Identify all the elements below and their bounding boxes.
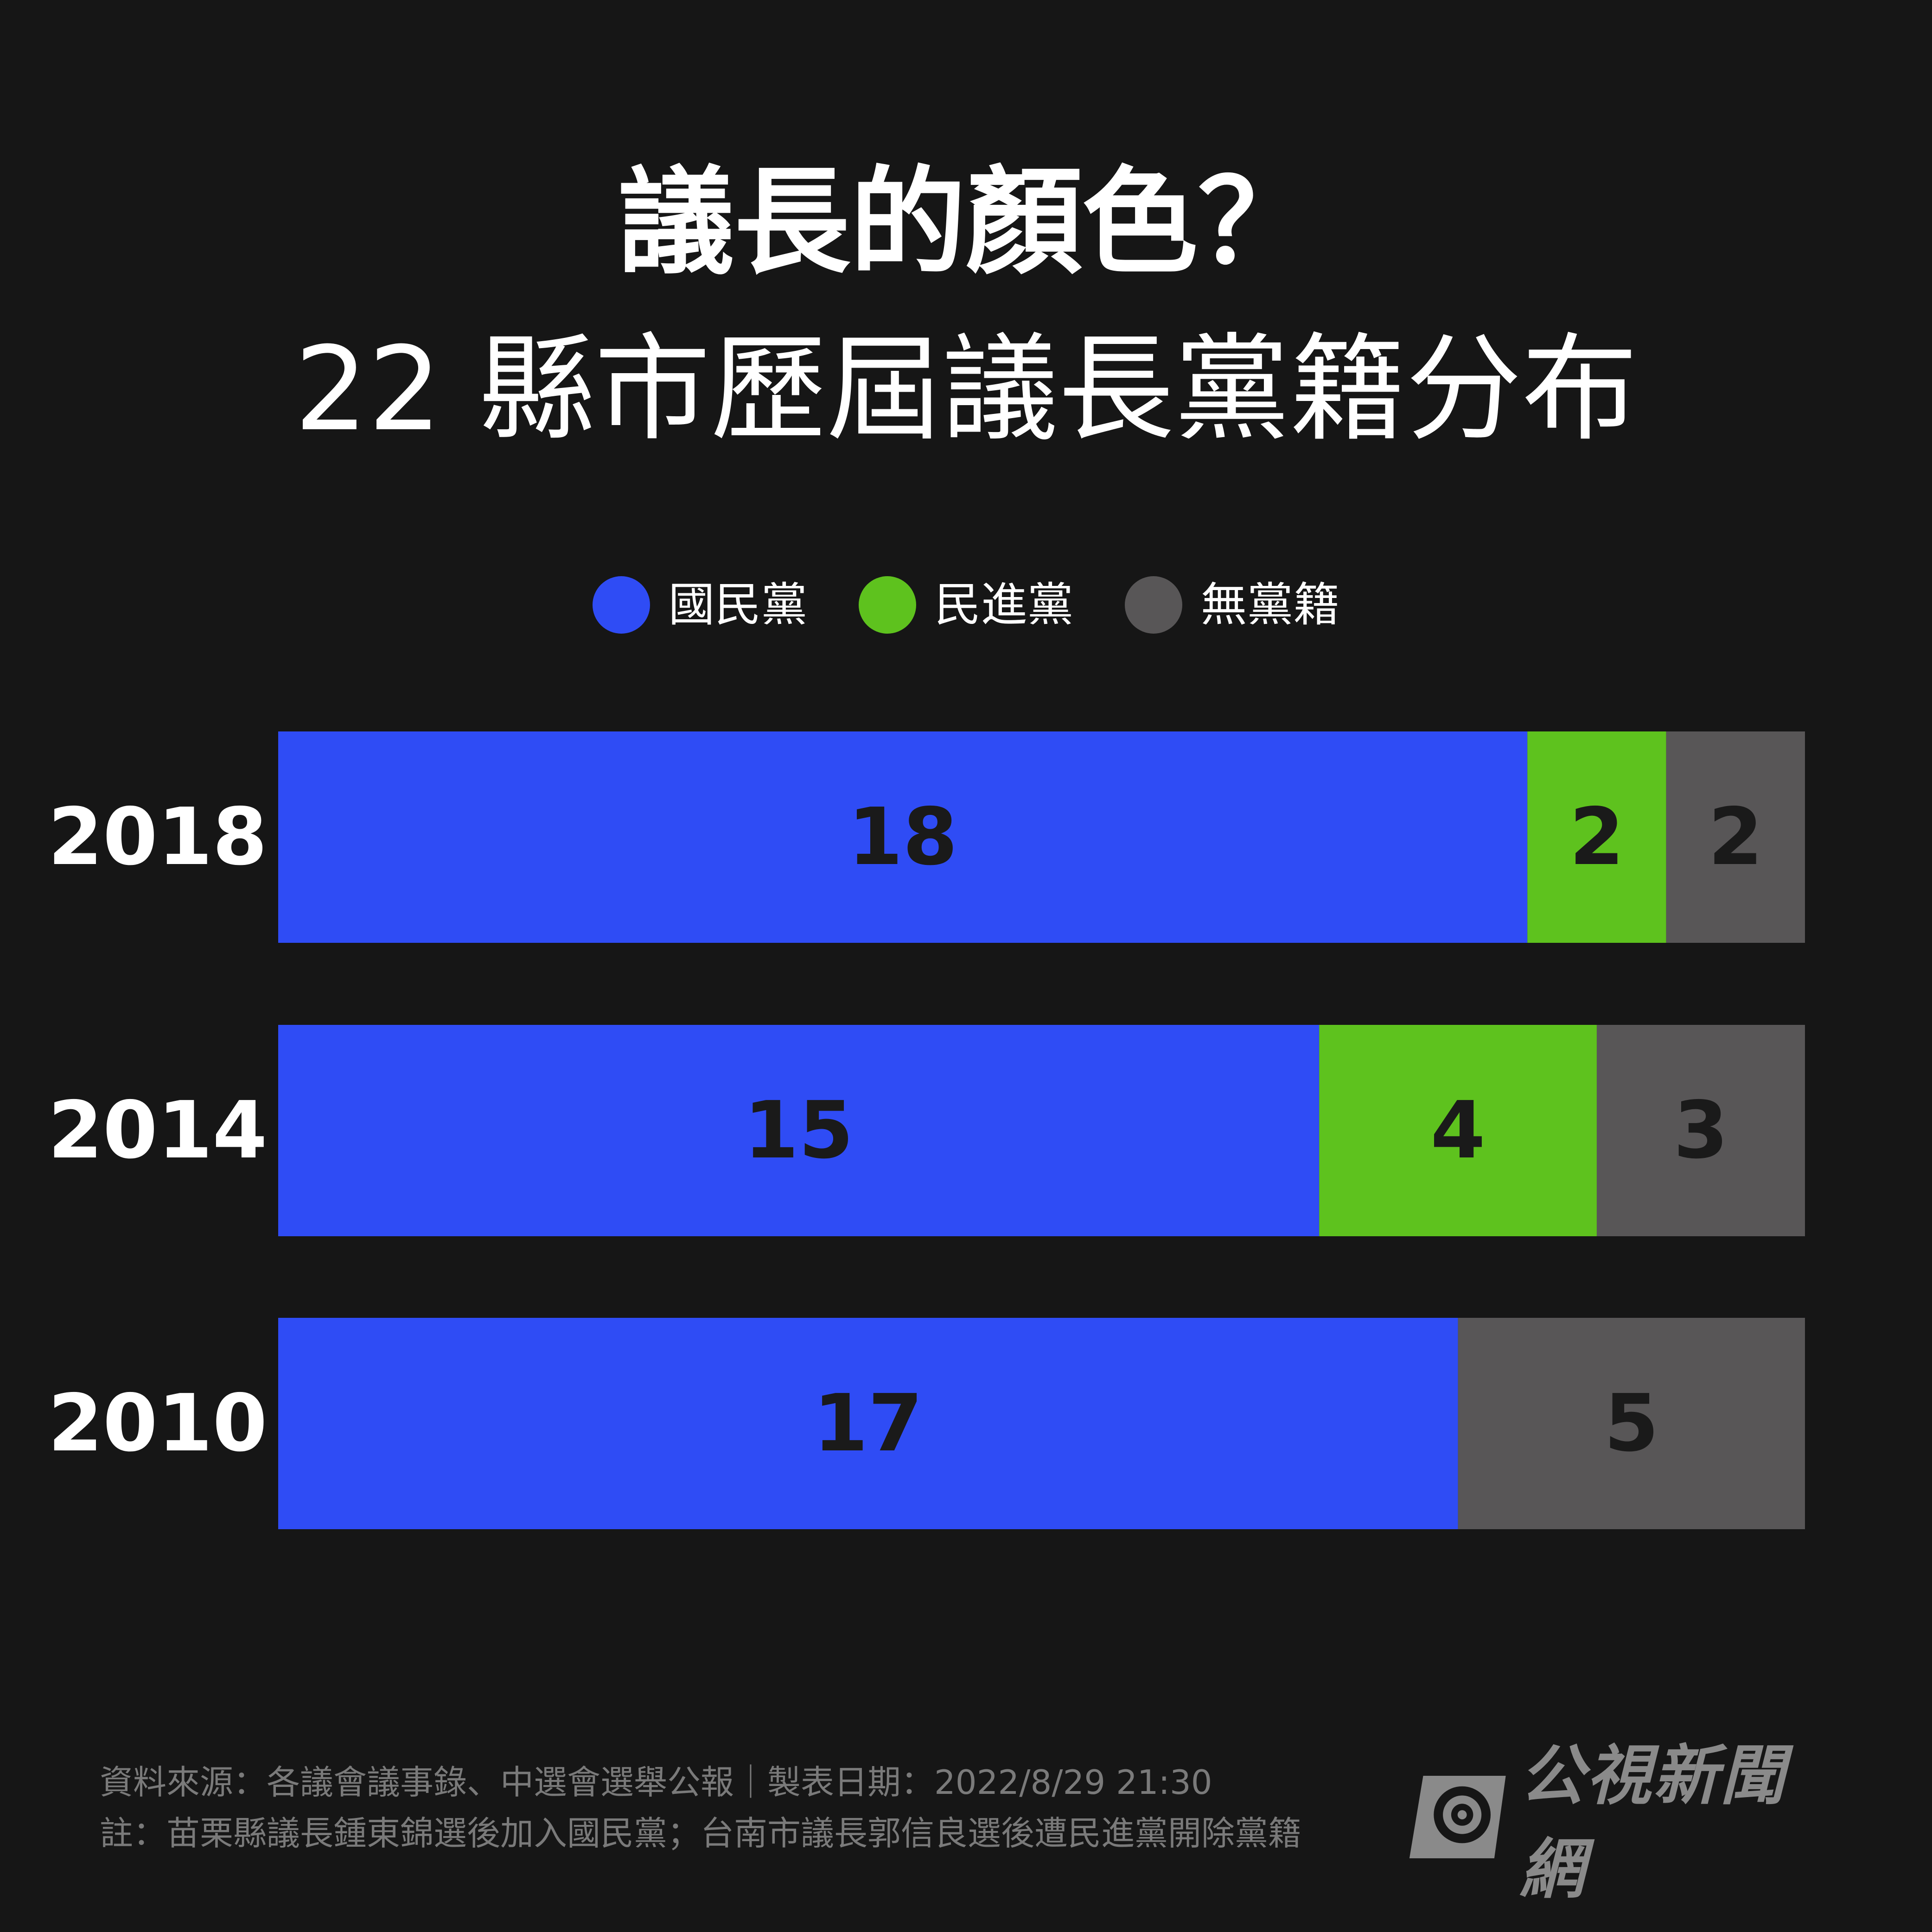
bar-segment-2018-2 — [1666, 731, 1805, 943]
legend-item-kmt: 國民黨 — [592, 576, 808, 634]
bar-segment-2014-1 — [1319, 1025, 1597, 1236]
chart-title: 議長的顏色？ — [618, 155, 1314, 290]
source-note: 資料來源：各議會議事錄、中選會選舉公報｜製表日期：2022/8/29 21:30 — [100, 1763, 1212, 1802]
bar-segment-2010-0 — [278, 1318, 1458, 1529]
pts-news-logo: 公視新聞網 — [1405, 1738, 1850, 1907]
bar-value-label-2014-0: 15 — [744, 1085, 854, 1176]
bar-value-label-2018-0: 18 — [848, 791, 958, 883]
legend-item-independent: 無黨籍 — [1124, 576, 1340, 634]
legend-swatch-kmt — [592, 576, 650, 634]
bar-value-label-2018-1: 2 — [1569, 791, 1624, 883]
footnote: 註：苗栗縣議長鍾東錦選後加入國民黨；台南市議長郭信良選後遭民進黨開除黨籍 — [100, 1814, 1302, 1853]
legend: 國民黨 民進黨 無黨籍 — [0, 575, 1932, 635]
bar-segment-2018-1 — [1527, 731, 1666, 943]
pts-logo-icon — [1409, 1775, 1506, 1859]
legend-label-independent: 無黨籍 — [1200, 578, 1340, 632]
legend-label-dpp: 民進黨 — [934, 578, 1074, 632]
chart-subtitle: 22 縣市歷屆議長黨籍分布 — [294, 322, 1638, 457]
bar-value-label-2014-2: 3 — [1673, 1085, 1728, 1176]
bar-value-label-2010-2: 5 — [1604, 1378, 1659, 1469]
legend-item-dpp: 民進黨 — [858, 576, 1074, 634]
year-label-2014: 2014 — [48, 1085, 267, 1176]
legend-swatch-dpp — [858, 576, 916, 634]
legend-swatch-independent — [1124, 576, 1182, 634]
bar-value-label-2010-0: 17 — [813, 1378, 923, 1469]
bar-value-label-2014-1: 4 — [1430, 1085, 1485, 1176]
year-label-2010: 2010 — [48, 1378, 267, 1469]
year-label-2018: 2018 — [48, 791, 267, 883]
bar-segment-2014-0 — [278, 1025, 1320, 1236]
bar-value-label-2018-2: 2 — [1708, 791, 1763, 883]
footer: 資料來源：各議會議事錄、中選會選舉公報｜製表日期：2022/8/29 21:30… — [100, 1757, 1301, 1859]
logo-text: 公視新聞網 — [1519, 1738, 1787, 1907]
bar-segment-2014-2 — [1596, 1025, 1805, 1236]
bar-segment-2018-0 — [278, 731, 1528, 943]
legend-label-kmt: 國民黨 — [668, 578, 808, 632]
bar-segment-2010-2 — [1458, 1318, 1805, 1529]
